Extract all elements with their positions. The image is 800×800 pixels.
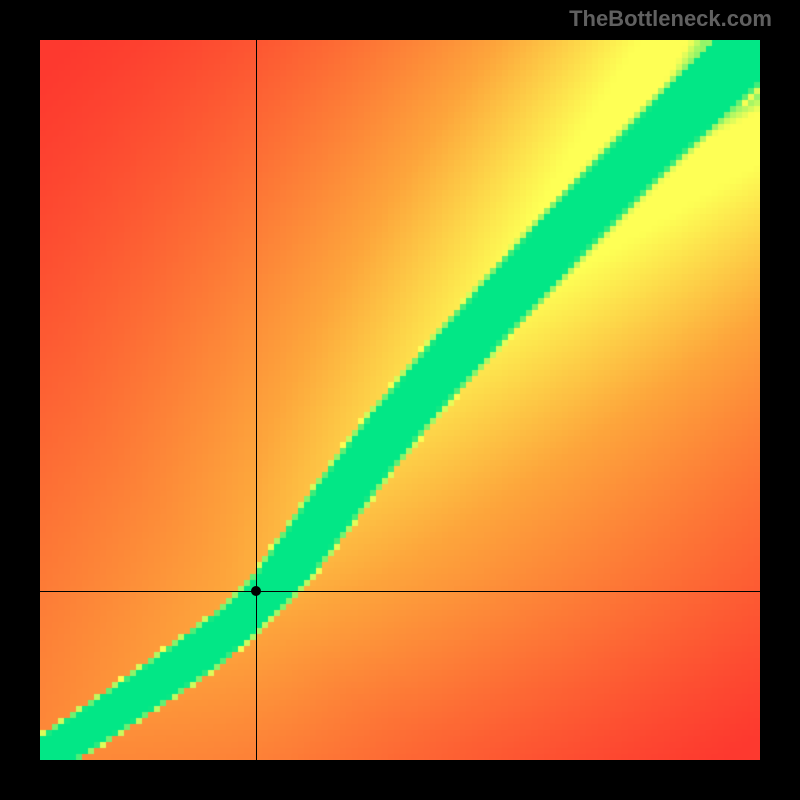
heatmap-canvas [40,40,760,760]
watermark-text: TheBottleneck.com [569,6,772,32]
plot-area [40,40,760,760]
crosshair-vertical [256,40,257,760]
crosshair-marker-dot [251,586,261,596]
crosshair-horizontal [40,591,760,592]
